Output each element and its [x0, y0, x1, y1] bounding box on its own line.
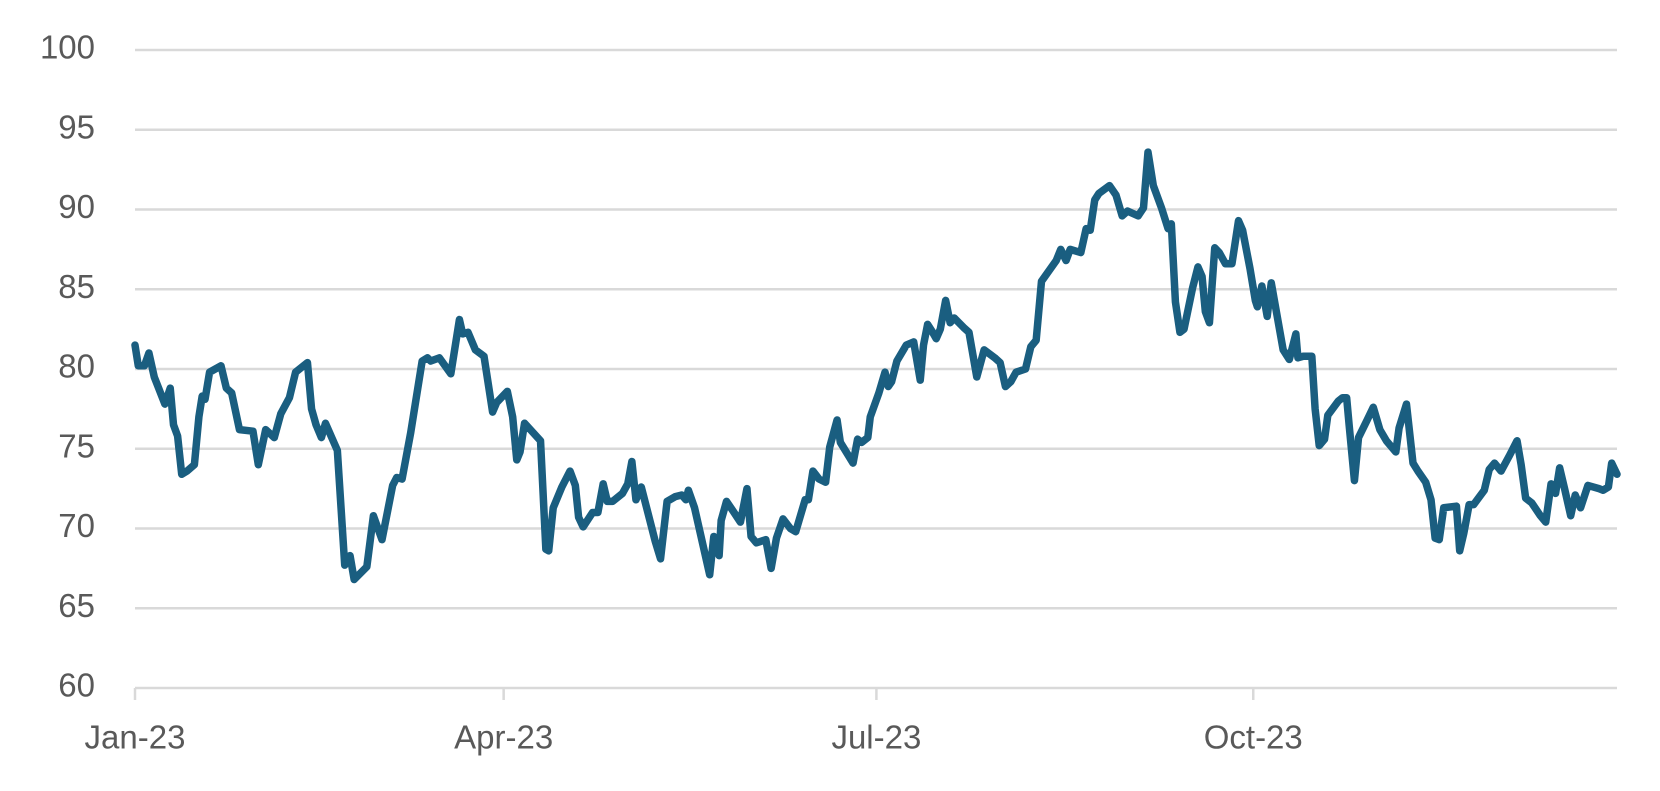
- x-tick-label: Oct-23: [1204, 719, 1303, 756]
- y-tick-label: 85: [58, 268, 95, 305]
- y-tick-label: 90: [58, 188, 95, 225]
- x-tick-label: Jul-23: [831, 719, 921, 756]
- price-line: [131, 148, 1621, 584]
- y-tick-label: 60: [58, 667, 95, 704]
- x-tick-label: Apr-23: [454, 719, 553, 756]
- y-tick-label: 65: [58, 587, 95, 624]
- x-tick-label: Jan-23: [85, 719, 186, 756]
- y-tick-label: 75: [58, 427, 95, 464]
- y-tick-label: 70: [58, 507, 95, 544]
- y-tick-label: 95: [58, 108, 95, 145]
- y-tick-label: 100: [40, 29, 95, 66]
- y-tick-label: 80: [58, 348, 95, 385]
